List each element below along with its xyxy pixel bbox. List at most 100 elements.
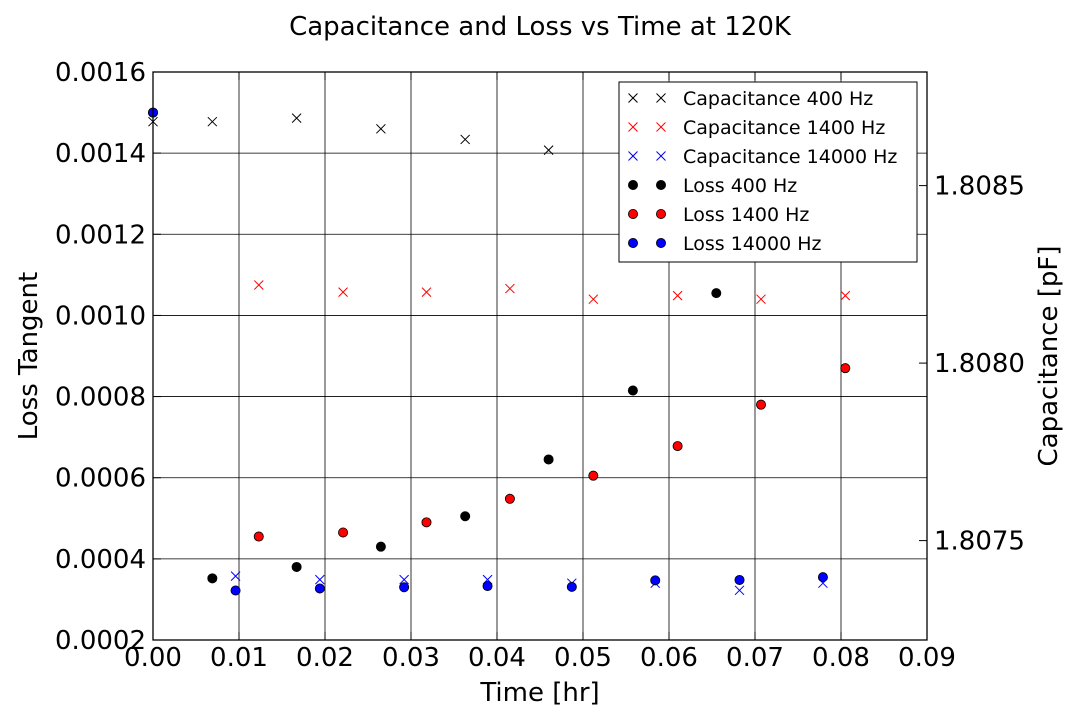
- x-tick-label: 0.04: [468, 643, 526, 673]
- y2-tick-label: 1.8080: [934, 349, 1025, 379]
- capacitance-point: [338, 287, 348, 297]
- loss-point: [650, 575, 661, 586]
- x-tick-label: 0.09: [898, 643, 956, 673]
- loss-point: [627, 385, 638, 396]
- legend-label: Loss 400 Hz: [683, 175, 797, 197]
- y-tick-label: 0.0004: [55, 545, 146, 575]
- capacitance-point: [399, 574, 409, 585]
- capacitance-point: [505, 283, 515, 294]
- legend-label: Capacitance 1400 Hz: [683, 117, 885, 139]
- chart-title: Capacitance and Loss vs Time at 120K: [289, 12, 792, 42]
- series-3: [147, 107, 722, 584]
- series-5: [147, 107, 828, 596]
- series-1: [253, 280, 851, 305]
- legend-marker: [656, 208, 667, 219]
- legend-marker: [628, 151, 638, 161]
- loss-point: [840, 363, 851, 374]
- series-4: [253, 363, 851, 542]
- legend-label: Loss 1400 Hz: [683, 204, 809, 226]
- legend-marker: [628, 237, 639, 248]
- loss-point: [230, 585, 241, 596]
- x-tick-label: 0.03: [382, 643, 440, 673]
- y2-axis-label: Capacitance [pF]: [1034, 246, 1064, 467]
- legend-box: [618, 81, 918, 263]
- loss-point: [543, 454, 554, 465]
- capacitance-point: [672, 290, 683, 301]
- capacitance-point: [840, 290, 851, 301]
- capacitance-point: [756, 294, 766, 305]
- legend-item: Capacitance 400 Hz: [628, 88, 873, 110]
- y-axis-right: 1.8075 1.8080 1.8085: [919, 172, 1025, 557]
- legend-item: Loss 14000 Hz: [628, 233, 821, 255]
- legend-marker: [656, 237, 667, 248]
- loss-point: [460, 511, 471, 522]
- legend-label: Capacitance 400 Hz: [683, 88, 873, 110]
- legend-marker: [656, 93, 666, 103]
- loss-point: [588, 470, 599, 481]
- y-tick-label: 0.0012: [55, 220, 146, 250]
- x-tick-label: 0.08: [812, 643, 870, 673]
- legend-marker: [656, 122, 666, 132]
- legend-label: Capacitance 14000 Hz: [683, 146, 897, 168]
- legend-item: Loss 400 Hz: [628, 175, 797, 197]
- loss-point: [338, 527, 349, 538]
- x-tick-label: 0.06: [640, 643, 698, 673]
- y-tick-label: 0.0006: [55, 464, 146, 494]
- loss-point: [291, 561, 302, 572]
- capacitance-point: [314, 574, 325, 585]
- x-tick-label: 0.00: [124, 643, 182, 673]
- loss-point: [504, 493, 515, 504]
- capacitance-point: [421, 287, 432, 297]
- loss-point: [817, 572, 828, 583]
- capacitance-point: [207, 116, 218, 127]
- y2-tick-label: 1.8075: [934, 527, 1025, 557]
- loss-point: [421, 517, 432, 528]
- y-tick-label: 0.0008: [55, 383, 146, 413]
- y-tick-label: 0.0002: [55, 626, 146, 656]
- capacitance-point: [588, 294, 599, 305]
- capacitance-point: [253, 280, 264, 290]
- loss-point: [399, 582, 410, 593]
- loss-point: [734, 574, 745, 585]
- capacitance-point: [376, 123, 386, 134]
- legend-marker: [628, 208, 639, 219]
- y-tick-label: 0.0014: [55, 139, 146, 169]
- legend-marker: [628, 93, 638, 103]
- loss-point: [482, 581, 493, 592]
- legend-item: Capacitance 1400 Hz: [628, 117, 885, 139]
- legend: Capacitance 400 Hz Capacitance 1400 Hz Cap…: [618, 81, 918, 263]
- legend-marker: [656, 151, 666, 161]
- loss-point: [314, 583, 325, 594]
- legend-marker: [656, 179, 667, 190]
- legend-label: Loss 14000 Hz: [683, 233, 821, 255]
- x-tick-label: 0.02: [296, 643, 354, 673]
- y-tick-label: 0.0010: [55, 301, 146, 331]
- y2-tick-label: 1.8085: [934, 172, 1025, 202]
- loss-point: [375, 541, 386, 552]
- legend-marker: [628, 179, 639, 190]
- capacitance-point: [230, 571, 241, 581]
- x-tick-label: 0.07: [726, 643, 784, 673]
- y-axis-left: 0.0002 0.0004 0.0006 0.0008 0.0010 0.0012 0.00…: [55, 58, 161, 656]
- loss-point: [756, 399, 767, 410]
- y-tick-label: 0.0016: [55, 58, 146, 88]
- x-tick-label: 0.05: [554, 643, 612, 673]
- x-axis-label: Time [hr]: [479, 678, 599, 708]
- loss-point: [253, 531, 264, 542]
- loss-point: [711, 288, 722, 299]
- data-marks: [147, 107, 851, 596]
- loss-point: [672, 441, 683, 452]
- legend-item: Loss 1400 Hz: [628, 204, 809, 226]
- x-tick-label: 0.01: [210, 643, 268, 673]
- capacitance-point: [543, 145, 554, 155]
- capacitance-point: [291, 113, 302, 124]
- capacitance-point: [460, 134, 471, 145]
- x-axis: 0.00 0.01 0.02 0.03 0.04 0.05 0.06 0.07 0.08 0.09: [124, 72, 956, 673]
- legend-item: Capacitance 14000 Hz: [628, 146, 897, 168]
- capacitance-point: [734, 585, 745, 596]
- loss-point: [207, 573, 218, 584]
- loss-point: [566, 581, 577, 592]
- legend-marker: [628, 122, 638, 132]
- plot-frame: [152, 71, 928, 641]
